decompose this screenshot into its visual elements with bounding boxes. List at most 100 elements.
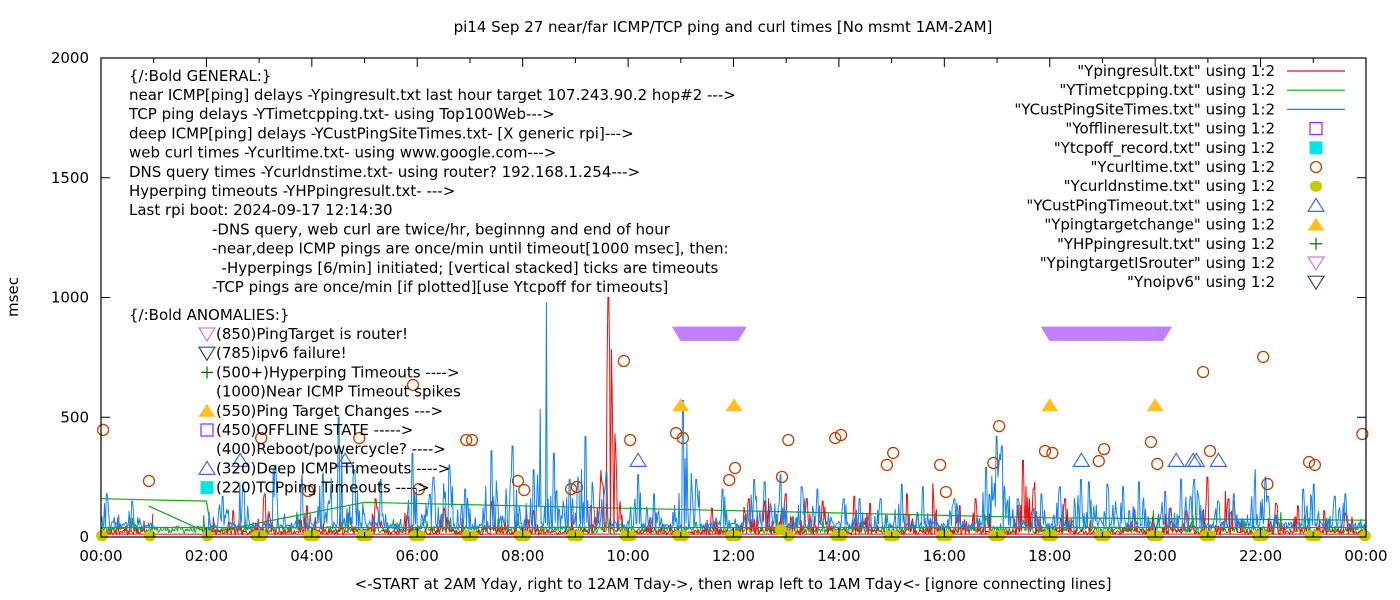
data-point bbox=[1308, 458, 1322, 472]
anomaly-item: (550)Ping Target Changes ---> bbox=[216, 402, 443, 420]
x-axis: 00:00 02:00 04:00 06:00 08:00 10:00 12:00 14:00… bbox=[79, 58, 1388, 565]
y-tick-label: 0 bbox=[79, 528, 89, 546]
general-line: TCP ping delays -YTimetcpping.txt- using… bbox=[128, 105, 555, 123]
data-point bbox=[231, 452, 250, 467]
data-point bbox=[1167, 452, 1186, 467]
legend-label: "Ycurldnstime.txt" using 1:2 bbox=[1064, 177, 1275, 195]
data-point bbox=[144, 530, 157, 542]
data-point bbox=[728, 461, 742, 475]
general-note: -DNS query, web curl are twice/hr, begin… bbox=[212, 221, 671, 239]
data-point bbox=[677, 530, 690, 542]
chart-title: pi14 Sep 27 near/far ICMP/TCP ping and c… bbox=[454, 18, 993, 36]
general-line: Last rpi boot: 2024-09-17 12:14:30 bbox=[129, 201, 393, 219]
legend-label: "Ypingresult.txt" using 1:2 bbox=[1077, 62, 1275, 80]
x-tick-label: 06:00 bbox=[396, 547, 439, 565]
data-point bbox=[1146, 398, 1164, 412]
data-point bbox=[412, 482, 425, 496]
anomaly-item: (785)ipv6 failure! bbox=[216, 344, 347, 362]
legend-label: "Ycurltime.txt" using 1:2 bbox=[1090, 158, 1275, 176]
data-point bbox=[993, 530, 1006, 542]
data-point bbox=[676, 431, 690, 445]
x-tick-label: 00:00 bbox=[79, 547, 122, 565]
data-point bbox=[1209, 452, 1228, 467]
series-ycustpingtimeout-txt bbox=[231, 452, 1228, 467]
anomaly-marker bbox=[197, 460, 217, 475]
data-point bbox=[1204, 530, 1217, 542]
data-point bbox=[617, 354, 631, 368]
legend-label: "Ytcpoff_record.txt" using 1:2 bbox=[1054, 139, 1275, 158]
data-point bbox=[465, 433, 479, 447]
general-annotation: {/:Bold GENERAL:} near ICMP[ping] delays… bbox=[128, 67, 736, 296]
data-point bbox=[1302, 455, 1316, 469]
legend-label: "YHPpingresult.txt" using 1:2 bbox=[1057, 235, 1275, 253]
anomaly-marker bbox=[197, 346, 217, 362]
general-line: deep ICMP[ping] delays -YCustPingSiteTim… bbox=[129, 124, 634, 142]
data-point bbox=[570, 480, 584, 494]
anomaly-item: (400)Reboot/powercycle? ----> bbox=[216, 440, 446, 458]
x-tick-label: 08:00 bbox=[501, 547, 544, 565]
legend-label: "YTimetcpping.txt" using 1:2 bbox=[1059, 81, 1275, 99]
data-point bbox=[1257, 350, 1270, 364]
data-point bbox=[255, 530, 268, 542]
data-point bbox=[933, 458, 947, 472]
x-tick-label: 18:00 bbox=[1028, 547, 1071, 565]
data-point bbox=[511, 474, 525, 488]
x-tick-label: 16:00 bbox=[923, 547, 966, 565]
data-point bbox=[887, 446, 900, 460]
series-ycurltime-txt bbox=[96, 350, 1369, 499]
y-tick-label: 500 bbox=[60, 408, 89, 426]
anomaly-item: (850)PingTarget is router! bbox=[216, 325, 408, 343]
data-point bbox=[572, 530, 585, 542]
data-point bbox=[1072, 452, 1091, 467]
data-point bbox=[1038, 444, 1052, 458]
y-tick-label: 1500 bbox=[51, 169, 89, 187]
data-point bbox=[1187, 452, 1206, 467]
data-point bbox=[775, 470, 789, 484]
x-tick-label: 00:00 bbox=[1344, 547, 1387, 565]
data-point bbox=[1046, 530, 1059, 542]
router-marker bbox=[728, 326, 747, 342]
legend-swatch bbox=[1309, 141, 1323, 155]
data-point bbox=[361, 530, 374, 542]
general-line: near ICMP[ping] delays -Ypingresult.txt … bbox=[129, 86, 736, 104]
series-line bbox=[100, 302, 1367, 532]
data-point bbox=[335, 452, 355, 467]
data-point bbox=[353, 431, 366, 445]
data-point bbox=[406, 378, 420, 392]
data-point bbox=[565, 482, 578, 496]
legend-label: "Ypingtargetchange" using 1:2 bbox=[1044, 216, 1275, 234]
legend-swatch bbox=[1306, 256, 1326, 272]
data-point bbox=[774, 524, 787, 536]
data-point bbox=[1309, 530, 1322, 542]
legend-swatch bbox=[1310, 180, 1322, 192]
data-point bbox=[460, 433, 473, 447]
data-point bbox=[1184, 452, 1203, 467]
legend-label: "Yofflineresult.txt" using 1:2 bbox=[1065, 120, 1275, 138]
legend-label: "Ynoipv6" using 1:2 bbox=[1127, 273, 1275, 291]
data-point bbox=[1151, 530, 1164, 542]
anomaly-item: (500+)Hyperping Timeouts ----> bbox=[216, 363, 460, 381]
x-tick-label: 02:00 bbox=[185, 547, 228, 565]
data-point bbox=[413, 530, 426, 542]
x-tick-label: 04:00 bbox=[290, 547, 333, 565]
general-note: -TCP pings are once/min [if plotted][use… bbox=[212, 278, 668, 296]
x-tick-label: 12:00 bbox=[712, 547, 755, 565]
legend: "Ypingresult.txt" using 1:2"YTimetcpping… bbox=[1014, 62, 1345, 291]
legend-swatch bbox=[1309, 121, 1323, 136]
data-point bbox=[1144, 435, 1158, 449]
data-point bbox=[1151, 457, 1164, 471]
data-point bbox=[629, 452, 648, 467]
anomaly-item: (320)Deep ICMP Timeouts ----> bbox=[216, 459, 450, 477]
data-point bbox=[96, 530, 109, 542]
legend-swatch bbox=[1306, 197, 1326, 212]
tcp-trend-segment bbox=[148, 505, 207, 533]
series-ycustpingsitetimes-txt bbox=[100, 302, 1367, 532]
router-marker bbox=[1154, 326, 1172, 342]
legend-label: "YCustPingSiteTimes.txt" using 1:2 bbox=[1014, 100, 1275, 118]
anomaly-marker bbox=[197, 327, 217, 343]
general-heading: {/:Bold GENERAL:} bbox=[129, 67, 271, 85]
data-point bbox=[782, 530, 795, 542]
y-tick-label: 2000 bbox=[51, 49, 89, 67]
anomaly-marker bbox=[200, 481, 214, 495]
